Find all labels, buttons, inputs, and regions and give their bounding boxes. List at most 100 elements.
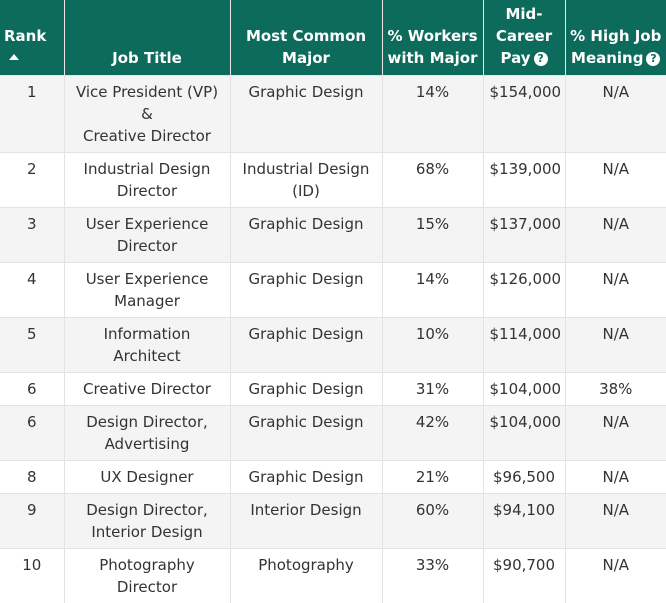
pay-cell-text: $137,000 bbox=[490, 215, 562, 233]
pct-workers-cell: 14% bbox=[382, 76, 483, 153]
job-title-cell-text: Interior Design bbox=[91, 523, 202, 541]
meaning-cell: N/A bbox=[565, 406, 666, 461]
mid-career-pay-column-header[interactable]: Mid- Career Pay? bbox=[483, 0, 565, 76]
rank-cell-text: 5 bbox=[27, 325, 37, 343]
rank-cell: 6 bbox=[0, 406, 64, 461]
pct-workers-cell: 10% bbox=[382, 318, 483, 373]
pct-workers-cell-text: 14% bbox=[416, 270, 449, 288]
rank-cell-text: 3 bbox=[27, 215, 37, 233]
meaning-cell: N/A bbox=[565, 461, 666, 494]
rank-cell: 9 bbox=[0, 494, 64, 549]
meaning-cell: N/A bbox=[565, 318, 666, 373]
pct-workers-cell-text: 68% bbox=[416, 160, 449, 178]
job-title-cell: UX Designer bbox=[64, 461, 230, 494]
sort-ascending-icon[interactable] bbox=[9, 54, 19, 60]
meaning-cell-text: N/A bbox=[602, 270, 629, 288]
major-header-line2: Major bbox=[282, 49, 330, 67]
job-title-cell: Design Director,Advertising bbox=[64, 406, 230, 461]
major-column-header[interactable]: Most Common Major bbox=[230, 0, 382, 76]
major-cell: Graphic Design bbox=[230, 461, 382, 494]
pay-cell-text: $114,000 bbox=[490, 325, 562, 343]
pct-workers-cell-text: 10% bbox=[416, 325, 449, 343]
rank-cell-text: 1 bbox=[27, 83, 37, 101]
major-cell-text: Interior Design bbox=[250, 501, 361, 519]
job-title-column-header[interactable]: Job Title bbox=[64, 0, 230, 76]
meaning-cell-text: N/A bbox=[602, 413, 629, 431]
pay-cell-text: $90,700 bbox=[493, 556, 555, 574]
job-title-cell-text: Director bbox=[117, 237, 177, 255]
meaning-cell: N/A bbox=[565, 263, 666, 318]
major-cell: Industrial Design (ID) bbox=[230, 153, 382, 208]
rank-cell: 10 bbox=[0, 549, 64, 603]
pct-workers-cell-text: 33% bbox=[416, 556, 449, 574]
high-job-meaning-column-header[interactable]: % High Job Meaning? bbox=[565, 0, 666, 76]
pay-cell: $94,100 bbox=[483, 494, 565, 549]
pay-cell: $96,500 bbox=[483, 461, 565, 494]
pct-workers-column-header[interactable]: % Workers with Major bbox=[382, 0, 483, 76]
pct-workers-cell: 33% bbox=[382, 549, 483, 603]
job-title-header-label: Job Title bbox=[112, 49, 182, 67]
rank-cell-text: 6 bbox=[27, 380, 37, 398]
pay-cell-text: $126,000 bbox=[490, 270, 562, 288]
job-title-cell-text: Industrial Design bbox=[84, 160, 211, 178]
major-cell: Graphic Design bbox=[230, 208, 382, 263]
pay-cell-text: $94,100 bbox=[493, 501, 555, 519]
pct-workers-cell: 15% bbox=[382, 208, 483, 263]
pct-workers-cell: 21% bbox=[382, 461, 483, 494]
major-cell-text: Graphic Design bbox=[249, 83, 364, 101]
major-cell-text: Industrial Design bbox=[243, 160, 370, 178]
pct-workers-cell-text: 31% bbox=[416, 380, 449, 398]
table-row: 1 Vice President (VP) &Creative Director G… bbox=[0, 76, 666, 153]
job-title-cell-text: Architect bbox=[113, 347, 180, 365]
job-title-cell: Information Architect bbox=[64, 318, 230, 373]
major-cell: Graphic Design bbox=[230, 76, 382, 153]
job-title-cell-text: Design Director, bbox=[86, 501, 208, 519]
rank-header-label: Rank bbox=[4, 27, 46, 45]
question-circle-icon[interactable]: ? bbox=[534, 52, 548, 66]
pct-workers-cell-text: 60% bbox=[416, 501, 449, 519]
pay-cell-text: $104,000 bbox=[490, 380, 562, 398]
meaning-cell-text: N/A bbox=[602, 160, 629, 178]
job-title-cell-text: Information bbox=[104, 325, 191, 343]
meaning-cell-text: 38% bbox=[599, 380, 632, 398]
major-cell-text: (ID) bbox=[292, 182, 320, 200]
question-circle-icon[interactable]: ? bbox=[646, 52, 660, 66]
pct-workers-cell-text: 15% bbox=[416, 215, 449, 233]
job-title-cell: Vice President (VP) &Creative Director bbox=[64, 76, 230, 153]
meaning-cell-text: N/A bbox=[602, 468, 629, 486]
pct-workers-cell: 14% bbox=[382, 263, 483, 318]
pct-workers-cell: 68% bbox=[382, 153, 483, 208]
job-title-cell-text: Creative Director bbox=[83, 127, 211, 145]
pay-cell: $154,000 bbox=[483, 76, 565, 153]
pay-cell-text: $96,500 bbox=[493, 468, 555, 486]
meaning-cell: 38% bbox=[565, 373, 666, 406]
pay-cell-text: $154,000 bbox=[490, 83, 562, 101]
major-cell-text: Graphic Design bbox=[249, 413, 364, 431]
rank-cell: 3 bbox=[0, 208, 64, 263]
pay-header-line3: Pay bbox=[500, 49, 530, 67]
meaning-cell-text: N/A bbox=[602, 325, 629, 343]
meaning-cell: N/A bbox=[565, 208, 666, 263]
pay-cell: $104,000 bbox=[483, 406, 565, 461]
meaning-cell: N/A bbox=[565, 494, 666, 549]
pay-cell: $137,000 bbox=[483, 208, 565, 263]
job-title-cell-text: Creative Director bbox=[83, 380, 211, 398]
pct-workers-cell: 31% bbox=[382, 373, 483, 406]
job-title-cell-text: Photography bbox=[99, 556, 195, 574]
rank-cell: 5 bbox=[0, 318, 64, 373]
job-title-cell-text: UX Designer bbox=[100, 468, 193, 486]
rank-column-header[interactable]: Rank bbox=[0, 0, 64, 76]
job-title-cell-text: Advertising bbox=[105, 435, 190, 453]
pct-workers-cell-text: 42% bbox=[416, 413, 449, 431]
meaning-cell: N/A bbox=[565, 76, 666, 153]
major-cell-text: Graphic Design bbox=[249, 270, 364, 288]
